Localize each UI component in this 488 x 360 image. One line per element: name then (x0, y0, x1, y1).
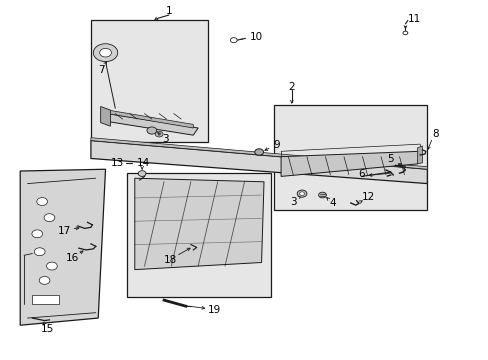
Circle shape (254, 149, 263, 155)
Text: 8: 8 (431, 129, 438, 139)
Circle shape (44, 214, 55, 222)
Polygon shape (135, 178, 264, 270)
Circle shape (32, 230, 42, 238)
Circle shape (93, 44, 118, 62)
Text: 10: 10 (250, 32, 263, 42)
Text: 4: 4 (328, 198, 335, 208)
Text: 5: 5 (386, 154, 393, 164)
Bar (273, 105, 427, 211)
Circle shape (39, 276, 50, 284)
Text: 13: 13 (111, 158, 124, 168)
Polygon shape (417, 146, 422, 164)
Text: 12: 12 (362, 192, 375, 202)
Polygon shape (91, 138, 427, 169)
Circle shape (138, 171, 146, 176)
Polygon shape (20, 169, 105, 325)
Bar (32, 295, 59, 304)
Circle shape (46, 262, 57, 270)
Polygon shape (281, 151, 419, 176)
Polygon shape (101, 107, 110, 126)
Circle shape (147, 127, 157, 134)
Polygon shape (103, 114, 198, 135)
Circle shape (402, 31, 407, 35)
Text: 7: 7 (98, 64, 104, 75)
Text: 3: 3 (162, 134, 168, 144)
Text: 15: 15 (41, 324, 54, 334)
Text: 19: 19 (207, 305, 221, 315)
Text: 1: 1 (165, 6, 172, 17)
Polygon shape (91, 140, 427, 184)
Text: 17: 17 (58, 226, 71, 236)
Text: 14: 14 (136, 158, 149, 168)
Circle shape (37, 198, 47, 206)
Text: 16: 16 (66, 253, 80, 263)
Circle shape (318, 192, 326, 198)
Polygon shape (108, 110, 193, 128)
Circle shape (297, 190, 306, 197)
Bar (91, 21, 207, 142)
Circle shape (100, 48, 111, 57)
Circle shape (230, 38, 237, 42)
Text: 6: 6 (358, 169, 364, 179)
Text: 9: 9 (272, 140, 279, 150)
Text: 3: 3 (289, 197, 296, 207)
Circle shape (155, 131, 163, 137)
Text: 2: 2 (288, 82, 294, 93)
Text: 18: 18 (163, 255, 177, 265)
Circle shape (34, 248, 45, 256)
Text: 11: 11 (407, 14, 420, 24)
Circle shape (299, 192, 304, 195)
Bar (127, 173, 271, 297)
